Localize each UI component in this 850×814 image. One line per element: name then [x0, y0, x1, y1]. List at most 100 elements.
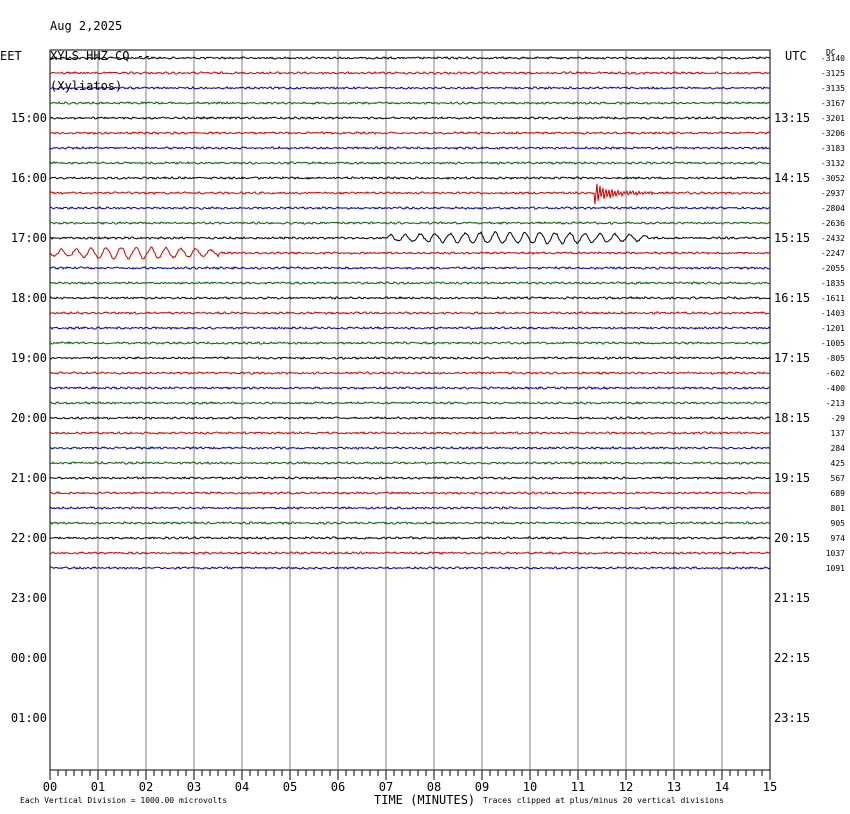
left-hour-label: 19:00: [11, 351, 47, 365]
right-hour-label: 16:15: [774, 291, 810, 305]
left-hour-label: 00:00: [11, 651, 47, 665]
dc-offset-label: -805: [826, 354, 845, 363]
left-hour-label: 16:00: [11, 171, 47, 185]
right-hour-label: 21:15: [774, 591, 810, 605]
right-hour-label: 14:15: [774, 171, 810, 185]
x-tick-label: 01: [91, 780, 105, 794]
left-hour-label: 20:00: [11, 411, 47, 425]
dc-offset-label: 284: [831, 444, 846, 453]
seismic-trace: [49, 176, 771, 181]
seismic-trace: [49, 415, 771, 421]
dc-offset-label: -3206: [821, 129, 845, 138]
dc-offset-label: 905: [831, 519, 846, 528]
scale-note: Each Vertical Division = 1000.00 microvo…: [20, 796, 228, 805]
seismic-trace: [49, 266, 771, 270]
x-tick-label: 08: [427, 780, 441, 794]
plot-frame: [49, 49, 771, 771]
location-label: (Xyliatos): [50, 79, 123, 93]
left-hour-label: 23:00: [11, 591, 47, 605]
dc-offset-label: -1005: [821, 339, 845, 348]
right-hour-label: 18:15: [774, 411, 810, 425]
left-hour-label: 15:00: [11, 111, 47, 125]
dc-offset-label: -3167: [821, 99, 845, 108]
left-axis-title: EET: [0, 49, 22, 63]
right-hour-label: 19:15: [774, 471, 810, 485]
seismic-trace: [49, 371, 771, 375]
seismic-trace: [49, 446, 771, 451]
dc-offset-label: 974: [831, 534, 846, 543]
x-tick-label: 02: [139, 780, 153, 794]
x-tick-label: 12: [619, 780, 633, 794]
seismic-trace: [49, 116, 771, 120]
right-hour-label: 17:15: [774, 351, 810, 365]
dc-offset-label: -3052: [821, 174, 845, 183]
seismic-trace: [49, 460, 771, 465]
x-tick-label: 04: [235, 780, 249, 794]
dc-offset-label: -213: [826, 399, 845, 408]
x-tick-label: 05: [283, 780, 297, 794]
x-tick-label: 00: [43, 780, 57, 794]
seismic-trace: [49, 506, 771, 510]
seismic-trace: [49, 206, 771, 210]
dc-offset-label: -3183: [821, 144, 845, 153]
seismic-trace: [49, 536, 771, 541]
x-tick-label: 10: [523, 780, 537, 794]
right-hour-label: 13:15: [774, 111, 810, 125]
dc-offset-label: -1403: [821, 309, 845, 318]
dc-offset-label: -2804: [821, 204, 845, 213]
seismic-trace: [49, 100, 771, 105]
dc-offset-label: 1091: [826, 564, 845, 573]
seismic-trace: [49, 566, 771, 571]
x-tick-label: 07: [379, 780, 393, 794]
seismic-trace: [49, 70, 771, 75]
right-hour-label: 15:15: [774, 231, 810, 245]
dc-offset-label: -3135: [821, 84, 845, 93]
left-hour-label: 21:00: [11, 471, 47, 485]
left-hour-label: 17:00: [11, 231, 47, 245]
seismic-trace: [49, 280, 771, 286]
x-tick-label: 09: [475, 780, 489, 794]
seismic-trace: [49, 520, 771, 526]
seismic-trace: [49, 356, 771, 360]
dc-offset-label: -3140: [821, 54, 845, 63]
seismic-trace: [49, 131, 771, 135]
dc-offset-label: 801: [831, 504, 846, 513]
seismic-trace: [49, 145, 771, 151]
dc-header: DC: [826, 48, 836, 57]
seismic-trace: [49, 230, 771, 245]
x-tick-label: 06: [331, 780, 345, 794]
right-hour-label: 20:15: [774, 531, 810, 545]
x-tick-label: 14: [715, 780, 729, 794]
seismic-trace: [49, 56, 771, 60]
seismic-trace: [49, 183, 771, 205]
seismic-trace: [49, 295, 771, 300]
left-hour-label: 18:00: [11, 291, 47, 305]
dc-offset-label: -602: [826, 369, 845, 378]
seismic-trace: [49, 340, 771, 345]
dc-offset-label: -29: [831, 414, 846, 423]
left-hour-label: 22:00: [11, 531, 47, 545]
dc-offset-label: -2247: [821, 249, 845, 258]
seismic-trace: [49, 326, 771, 331]
dc-offset-label: -3132: [821, 159, 845, 168]
dc-offset-label: -2937: [821, 189, 845, 198]
station-label: XYLS HHZ CQ --: [50, 49, 152, 63]
seismic-trace: [49, 85, 771, 91]
dc-offset-label: 137: [831, 429, 846, 438]
dc-offset-label: -1611: [821, 294, 845, 303]
dc-offset-label: -2636: [821, 219, 845, 228]
x-tick-label: 15: [763, 780, 777, 794]
dc-offset-label: -400: [826, 384, 845, 393]
x-tick-label: 11: [571, 780, 585, 794]
dc-offset-label: 425: [831, 459, 846, 468]
right-hour-label: 22:15: [774, 651, 810, 665]
seismic-trace: [49, 220, 771, 225]
seismic-trace: [49, 311, 771, 315]
right-axis-title: UTC: [785, 49, 807, 63]
seismic-trace: [49, 400, 771, 405]
x-tick-label: 13: [667, 780, 681, 794]
right-hour-label: 23:15: [774, 711, 810, 725]
left-hour-label: 01:00: [11, 711, 47, 725]
seismic-trace: [49, 491, 771, 495]
seismic-trace: [49, 386, 771, 390]
